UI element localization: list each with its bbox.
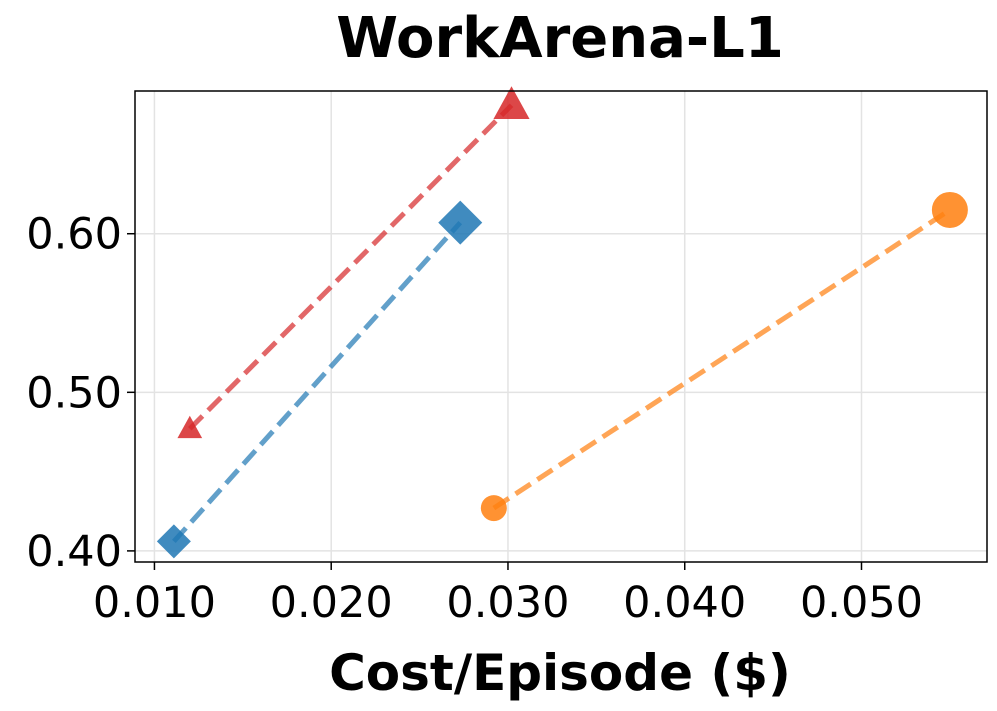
- triangle-series-line: [188, 103, 514, 431]
- diamond-marker: [438, 200, 483, 245]
- y-tick-label: 0.40: [26, 527, 122, 577]
- y-tick-label: 0.50: [26, 368, 122, 418]
- x-tick-label: 0.030: [446, 578, 569, 628]
- circle-series-line: [492, 207, 952, 511]
- circle-marker: [931, 191, 968, 228]
- circle-marker: [480, 495, 507, 522]
- triangle-marker: [493, 86, 530, 119]
- grid: [135, 91, 987, 562]
- y-tick-label: 0.60: [26, 210, 122, 260]
- diamond-marker: [156, 524, 191, 559]
- x-tick-label: 0.010: [93, 578, 216, 628]
- diamond-series-line: [172, 220, 463, 544]
- x-tick-label: 0.020: [270, 578, 393, 628]
- chart-title: WorkArena-L1: [336, 6, 784, 71]
- x-tick-label: 0.050: [800, 578, 923, 628]
- x-tick-label: 0.040: [623, 578, 746, 628]
- triangle-marker: [177, 415, 203, 439]
- x-axis-label: Cost/Episode ($): [329, 644, 791, 702]
- plot-frame: [134, 90, 988, 563]
- plot-series: [156, 86, 968, 559]
- axis-ticks: 0.010 0.020 0.030 0.040 0.050 0.40 0.50 0.60: [26, 210, 923, 628]
